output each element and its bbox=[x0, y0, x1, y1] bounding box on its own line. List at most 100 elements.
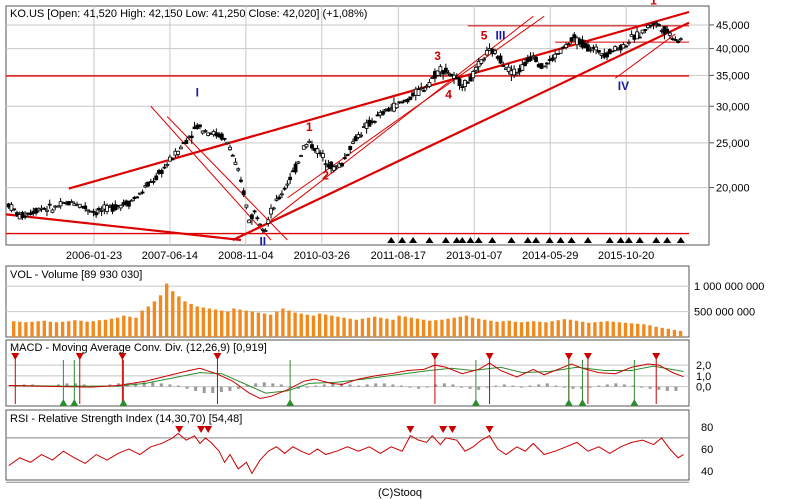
price-bar-body bbox=[493, 50, 497, 54]
price-bar-body bbox=[269, 207, 273, 215]
price-bar-body bbox=[566, 43, 571, 46]
macd-buy-marker bbox=[286, 399, 295, 406]
volume-bar bbox=[385, 318, 389, 337]
signal-triangles bbox=[387, 237, 685, 243]
volume-bars bbox=[12, 283, 683, 337]
volume-label: VOL - Volume [89 930 030] bbox=[10, 269, 142, 281]
copyright-footer: (C)Stooq bbox=[378, 487, 422, 499]
volume-bar bbox=[342, 317, 346, 337]
price-bar-body bbox=[315, 148, 320, 154]
volume-bar bbox=[544, 322, 548, 337]
volume-bar bbox=[60, 321, 65, 337]
price-bar-body bbox=[127, 201, 131, 207]
macd-histogram-bar bbox=[74, 383, 78, 387]
wave-label-blue: I bbox=[196, 85, 199, 99]
trend-line bbox=[5, 213, 242, 242]
price-bar-body bbox=[405, 98, 410, 103]
macd-histogram-bar bbox=[537, 384, 541, 387]
macd-histogram-bar bbox=[391, 384, 395, 387]
date-tick-label: 2014-05-29 bbox=[522, 250, 578, 262]
price-bar-body bbox=[482, 58, 487, 61]
macd-histogram-bar bbox=[211, 386, 215, 394]
volume-bar bbox=[250, 311, 254, 337]
price-bar-body bbox=[151, 180, 156, 183]
volume-bar bbox=[623, 322, 628, 337]
volume-bar bbox=[452, 317, 456, 337]
price-bar-body bbox=[586, 44, 590, 52]
price-bar-body bbox=[170, 158, 175, 161]
volume-bar bbox=[476, 318, 481, 337]
price-bar-body bbox=[228, 146, 232, 151]
price-bar-body bbox=[476, 61, 481, 68]
rsi-grid bbox=[6, 437, 689, 483]
macd-buy-marker bbox=[564, 399, 573, 406]
volume-bar bbox=[587, 322, 591, 337]
price-bar-body bbox=[219, 133, 224, 140]
macd-histogram-bar bbox=[417, 386, 421, 389]
volume-bar bbox=[116, 317, 120, 337]
macd-histogram-bar bbox=[228, 386, 232, 391]
price-bar-body bbox=[340, 162, 344, 167]
signal-triangle bbox=[545, 237, 554, 243]
signal-triangle bbox=[452, 237, 461, 243]
macd-buy-marker bbox=[471, 399, 480, 406]
price-bar-body bbox=[329, 161, 334, 170]
price-bar-body bbox=[252, 210, 257, 213]
signal-triangle bbox=[583, 237, 592, 243]
volume-bar bbox=[348, 318, 352, 337]
volume-bar bbox=[54, 322, 59, 337]
volume-bar bbox=[268, 314, 273, 337]
volume-bar bbox=[372, 316, 377, 337]
macd-histogram-bar bbox=[434, 384, 438, 387]
price-bar-body bbox=[47, 203, 52, 206]
macd-histogram-bar bbox=[554, 385, 558, 387]
volume-bar bbox=[195, 306, 199, 337]
volume-bar bbox=[183, 301, 187, 337]
price-bar-body bbox=[479, 59, 484, 64]
price-bar-body bbox=[665, 28, 670, 33]
volume-bar bbox=[244, 310, 248, 337]
volume-bar bbox=[201, 307, 206, 337]
price-bar-body bbox=[348, 145, 353, 151]
volume-bar bbox=[611, 321, 615, 337]
macd-histogram-bar bbox=[460, 386, 463, 388]
macd-buy-marker bbox=[578, 399, 587, 406]
volume-bar bbox=[580, 321, 585, 337]
volume-bar bbox=[305, 314, 310, 337]
macd-tick-label: 0,0 bbox=[696, 382, 711, 394]
volume-bar bbox=[519, 322, 524, 337]
price-bar-body bbox=[113, 204, 118, 211]
volume-bar bbox=[152, 301, 157, 337]
price-bar-body bbox=[274, 198, 279, 201]
price-bar-body bbox=[550, 57, 555, 61]
volume-bar bbox=[495, 321, 499, 337]
wave-label-blue: II bbox=[259, 234, 266, 248]
price-bar-body bbox=[468, 76, 473, 82]
volume-bar bbox=[409, 317, 414, 337]
price-bar-body bbox=[249, 214, 254, 220]
price-bar-body bbox=[635, 31, 639, 40]
volume-bar bbox=[281, 308, 285, 337]
price-bar-body bbox=[498, 55, 503, 64]
macd-histogram-bar bbox=[219, 386, 223, 392]
price-bar-body bbox=[542, 65, 547, 68]
price-bar-body bbox=[137, 192, 142, 195]
rsi-label: RSI - Relative Strength Index (14,30,70)… bbox=[10, 413, 242, 425]
volume-bar bbox=[415, 318, 420, 337]
volume-bar bbox=[324, 314, 328, 337]
volume-bar bbox=[605, 321, 609, 337]
price-bar-body bbox=[588, 49, 593, 52]
volume-bar bbox=[171, 291, 175, 337]
volume-bar bbox=[556, 320, 560, 337]
price-bar-body bbox=[56, 205, 60, 208]
macd-histogram-bar bbox=[614, 383, 618, 387]
price-bar-body bbox=[545, 62, 549, 65]
price-bar-body bbox=[345, 154, 350, 156]
price-tick-label: 35,000 bbox=[716, 70, 750, 82]
volume-bar bbox=[434, 320, 438, 337]
price-bar-body bbox=[673, 39, 678, 41]
price-bar-body bbox=[531, 55, 536, 58]
volume-bar bbox=[660, 327, 664, 337]
macd-buy-marker bbox=[59, 399, 68, 406]
